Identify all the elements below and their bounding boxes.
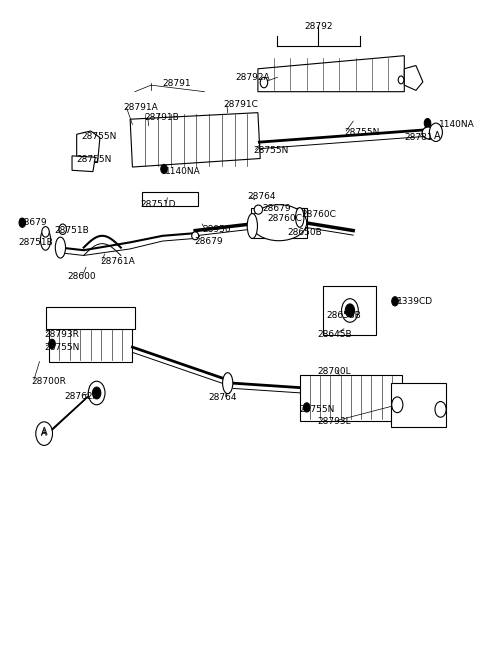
Circle shape [398, 76, 404, 84]
Polygon shape [258, 56, 404, 92]
Text: 28755N: 28755N [44, 343, 80, 352]
Text: 28600: 28600 [67, 272, 96, 281]
Ellipse shape [40, 229, 51, 250]
Circle shape [19, 218, 25, 227]
Polygon shape [72, 156, 95, 172]
Text: 28760C: 28760C [301, 210, 336, 219]
Polygon shape [46, 307, 135, 329]
Ellipse shape [254, 205, 263, 214]
Circle shape [424, 119, 431, 128]
Text: 28764: 28764 [209, 393, 237, 402]
Ellipse shape [223, 373, 233, 394]
Text: 28792A: 28792A [235, 73, 270, 82]
Circle shape [59, 224, 66, 234]
Text: 28791: 28791 [162, 79, 191, 88]
Ellipse shape [192, 232, 199, 240]
Text: 28751D: 28751D [140, 200, 176, 209]
Ellipse shape [296, 208, 304, 227]
Text: 28791C: 28791C [223, 100, 258, 109]
Text: 28658B: 28658B [326, 311, 361, 320]
Text: 28679: 28679 [19, 218, 47, 227]
Text: A: A [41, 427, 48, 438]
Text: 28679: 28679 [194, 236, 223, 246]
Bar [251, 208, 307, 238]
Text: 28645B: 28645B [317, 329, 352, 339]
Circle shape [342, 299, 358, 322]
Text: 28751B: 28751B [55, 226, 90, 235]
Text: 28793L: 28793L [318, 417, 351, 426]
Text: 28950: 28950 [202, 225, 231, 234]
Circle shape [93, 387, 101, 399]
Text: 28700L: 28700L [318, 367, 351, 376]
Ellipse shape [251, 204, 307, 240]
Text: A: A [433, 131, 440, 141]
Text: 28760C: 28760C [267, 214, 302, 223]
Text: 1140NA: 1140NA [165, 167, 201, 176]
Ellipse shape [247, 214, 257, 238]
Text: 28755N: 28755N [344, 128, 379, 137]
Text: 28762A: 28762A [64, 392, 98, 401]
Text: 28792: 28792 [304, 22, 333, 31]
Bar [323, 286, 376, 335]
Polygon shape [300, 375, 402, 421]
Text: 28791B: 28791B [144, 113, 179, 122]
Text: 28793R: 28793R [44, 329, 79, 339]
Bar [142, 192, 197, 206]
Polygon shape [49, 326, 132, 362]
Circle shape [161, 164, 168, 174]
Circle shape [392, 297, 398, 306]
Circle shape [49, 339, 55, 348]
Circle shape [260, 77, 268, 88]
Text: A: A [41, 429, 47, 438]
Ellipse shape [55, 237, 66, 258]
Text: 28781: 28781 [404, 133, 432, 142]
Text: 28650B: 28650B [287, 228, 322, 237]
Circle shape [435, 402, 446, 417]
Text: 28764: 28764 [247, 192, 276, 201]
Polygon shape [130, 113, 260, 167]
Text: 28755N: 28755N [300, 405, 335, 414]
Text: 1339CD: 1339CD [397, 297, 433, 306]
Circle shape [36, 422, 52, 445]
Polygon shape [391, 383, 446, 427]
Text: 28679: 28679 [263, 204, 291, 213]
Polygon shape [404, 66, 423, 90]
Bar [296, 208, 304, 227]
Text: 28755N: 28755N [77, 155, 112, 164]
Text: 28755N: 28755N [81, 132, 117, 141]
Text: 28761A: 28761A [100, 257, 135, 267]
Text: 28700R: 28700R [32, 377, 66, 386]
Circle shape [430, 123, 443, 141]
Text: 28791A: 28791A [123, 103, 158, 112]
Circle shape [303, 403, 310, 412]
Circle shape [42, 227, 49, 237]
Text: 1140NA: 1140NA [439, 120, 475, 129]
Circle shape [88, 381, 105, 405]
Circle shape [392, 397, 403, 413]
Text: 28751B: 28751B [19, 238, 53, 247]
Polygon shape [77, 131, 100, 162]
Circle shape [345, 304, 355, 317]
Text: 28755N: 28755N [253, 146, 288, 155]
Ellipse shape [422, 127, 434, 139]
